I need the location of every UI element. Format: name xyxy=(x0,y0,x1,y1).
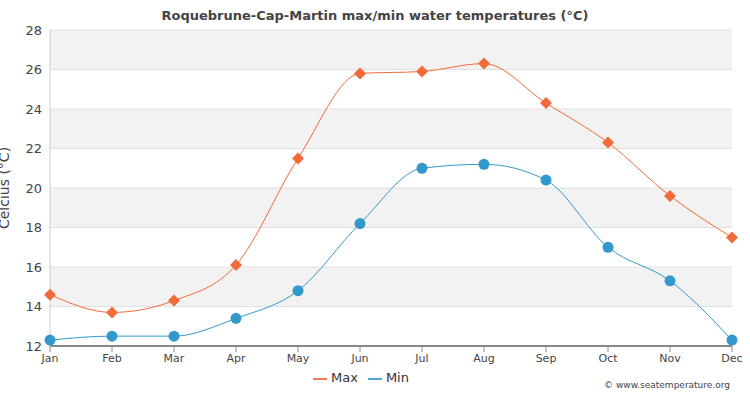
svg-text:Jul: Jul xyxy=(414,352,428,365)
svg-text:14: 14 xyxy=(25,299,42,314)
svg-text:26: 26 xyxy=(25,62,42,77)
html-text:Roquebrune-Cap-Martin max/min: Roquebrune-Cap-Martin max/min water temp… xyxy=(161,8,589,23)
svg-text:16: 16 xyxy=(25,260,42,275)
svg-text:Mar: Mar xyxy=(164,352,185,365)
svg-text:Apr: Apr xyxy=(226,352,246,365)
svg-text:May: May xyxy=(287,352,310,365)
svg-text:Jan: Jan xyxy=(41,352,59,365)
html-text:Max: Max xyxy=(331,370,358,385)
svg-text:Celcius (°C): Celcius (°C) xyxy=(8,147,12,229)
svg-text:24: 24 xyxy=(25,102,42,117)
svg-text:Oct: Oct xyxy=(598,352,618,365)
svg-text:Dec: Dec xyxy=(721,352,742,365)
svg-text:22: 22 xyxy=(25,141,42,156)
svg-text:Jun: Jun xyxy=(350,352,368,365)
html-text:Min: Min xyxy=(385,370,409,385)
svg-text:20: 20 xyxy=(25,181,42,196)
svg-text:Aug: Aug xyxy=(473,352,494,365)
svg-text:12: 12 xyxy=(25,339,42,354)
svg-text:Sep: Sep xyxy=(536,352,557,365)
svg-text:18: 18 xyxy=(25,220,42,235)
svg-text:Feb: Feb xyxy=(102,352,121,365)
html-text:© www.seatemperature.org: © www.seatemperature.org xyxy=(604,380,730,390)
svg-text:28: 28 xyxy=(25,23,42,38)
svg-text:Nov: Nov xyxy=(659,352,681,365)
